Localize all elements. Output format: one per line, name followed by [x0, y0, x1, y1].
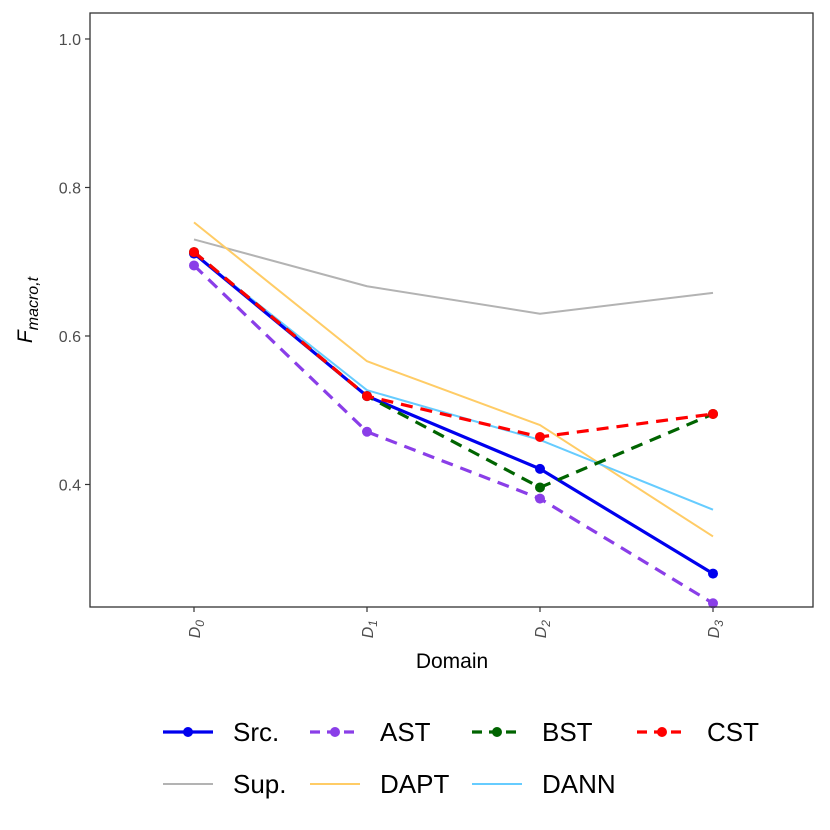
x-tick-label: D0 — [187, 620, 207, 639]
legend-item-dapt: DAPT — [310, 769, 449, 799]
series-layer — [189, 221, 718, 609]
y-tick-label: 1.0 — [59, 32, 81, 49]
data-point-cst — [362, 391, 372, 402]
x-tick-label: D1 — [360, 620, 380, 638]
series-cst — [189, 247, 718, 442]
legend-item-cst: CST — [637, 717, 759, 747]
series-ast — [189, 260, 718, 609]
x-tick-label: D2 — [533, 620, 553, 639]
series-sup — [193, 238, 714, 315]
y-axis-title: Fmacro,t — [14, 276, 42, 343]
svg-text:D2: D2 — [533, 620, 553, 639]
plot-panel-border — [89, 12, 814, 608]
y-tick-label: 0.6 — [59, 329, 81, 346]
series-line-ast — [192, 264, 714, 605]
legend-marker-src — [183, 727, 193, 737]
legend-item-src: Src. — [163, 717, 279, 747]
data-point-ast — [189, 260, 199, 271]
legend-label-sup: Sup. — [233, 769, 287, 799]
data-point-cst — [535, 431, 545, 442]
y-axis: 0.4 0.6 0.8 1.0 — [59, 32, 90, 494]
data-point-ast — [535, 493, 545, 504]
svg-text:D3: D3 — [706, 620, 726, 639]
y-tick-label: 0.8 — [59, 180, 81, 197]
series-line-dapt — [193, 221, 714, 538]
svg-text:D1: D1 — [360, 620, 380, 638]
series-line-sup — [193, 238, 714, 315]
legend-label-dann: DANN — [542, 769, 616, 799]
data-point-ast — [362, 426, 372, 437]
legend-label-ast: AST — [380, 717, 431, 747]
legend: Src. AST BST CST Sup. DAPT DANN — [163, 717, 759, 799]
data-point-src — [535, 463, 545, 474]
svg-text:Fmacro,t: Fmacro,t — [14, 276, 42, 343]
data-point-ast — [708, 598, 718, 609]
legend-label-dapt: DAPT — [380, 769, 449, 799]
legend-label-src: Src. — [233, 717, 279, 747]
legend-label-bst: BST — [542, 717, 593, 747]
legend-item-ast: AST — [310, 717, 431, 747]
series-dapt — [193, 221, 714, 538]
series-dann — [193, 252, 714, 511]
legend-item-dann: DANN — [472, 769, 616, 799]
data-point-bst — [535, 482, 545, 493]
data-point-src — [708, 568, 718, 579]
x-tick-label: D3 — [706, 620, 726, 639]
y-axis-title-main: F — [14, 329, 37, 343]
legend-marker-bst — [492, 727, 502, 737]
legend-marker-cst — [657, 727, 667, 737]
series-line-bst — [192, 250, 714, 490]
svg-text:D0: D0 — [187, 620, 207, 639]
legend-item-sup: Sup. — [163, 769, 287, 799]
series-line-dann — [193, 252, 714, 511]
legend-item-bst: BST — [472, 717, 593, 747]
series-line-cst — [192, 250, 714, 439]
data-point-cst — [189, 247, 199, 258]
legend-label-cst: CST — [707, 717, 759, 747]
series-line-src — [192, 252, 714, 575]
x-axis-title: Domain — [416, 650, 488, 673]
data-point-cst — [708, 408, 718, 419]
legend-marker-ast — [330, 727, 340, 737]
y-tick-label: 0.4 — [59, 477, 81, 494]
y-axis-title-subscript: macro,t — [25, 276, 42, 330]
